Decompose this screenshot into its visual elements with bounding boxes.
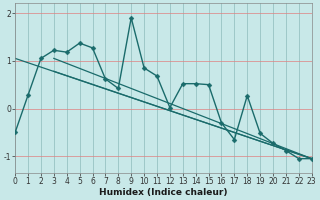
X-axis label: Humidex (Indice chaleur): Humidex (Indice chaleur) — [99, 188, 228, 197]
